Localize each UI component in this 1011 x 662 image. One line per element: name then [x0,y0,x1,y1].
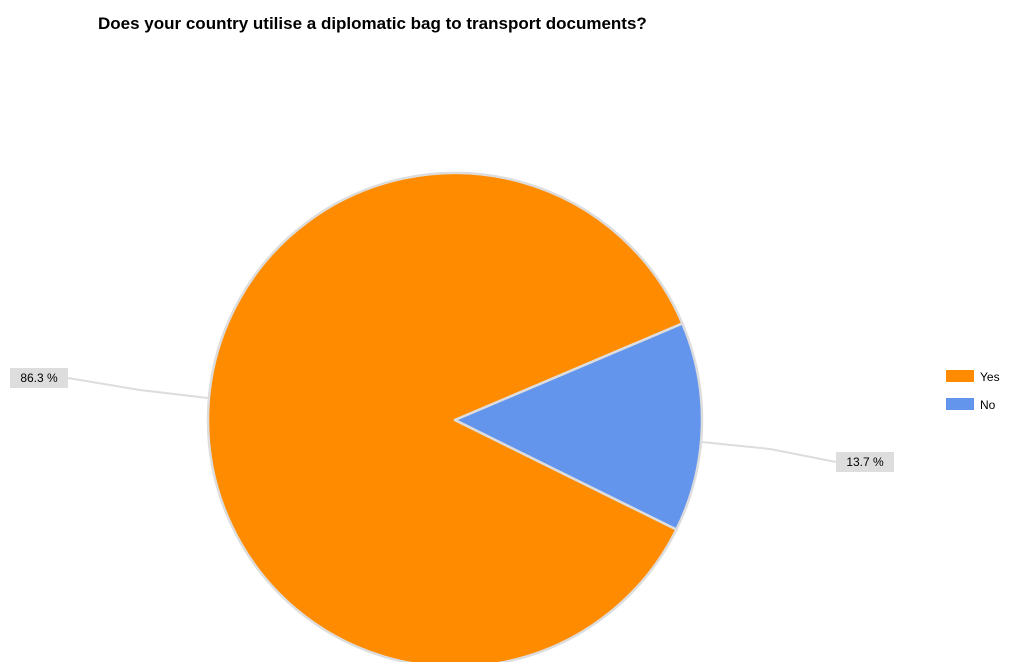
leader-line [701,441,837,463]
legend-label-no: No [980,398,996,412]
legend-swatch-no [946,398,974,410]
legend: Yes No [946,370,1000,412]
pie-slice-no[interactable] [453,322,704,531]
leader-line [67,377,209,399]
label-no-box [836,452,894,472]
label-no: 13.7 % [846,455,884,469]
chart-title: Does your country utilise a diplomatic b… [98,14,647,33]
leader-lines [67,377,837,463]
label-yes-box [10,368,68,388]
legend-label-yes: Yes [980,370,1000,384]
slice-labels: 86.3 % 13.7 % [10,368,894,472]
legend-swatch-yes [946,370,974,382]
label-yes: 86.3 % [20,371,58,385]
pie-slices [206,171,704,662]
pie-slice-yes[interactable] [206,171,684,662]
